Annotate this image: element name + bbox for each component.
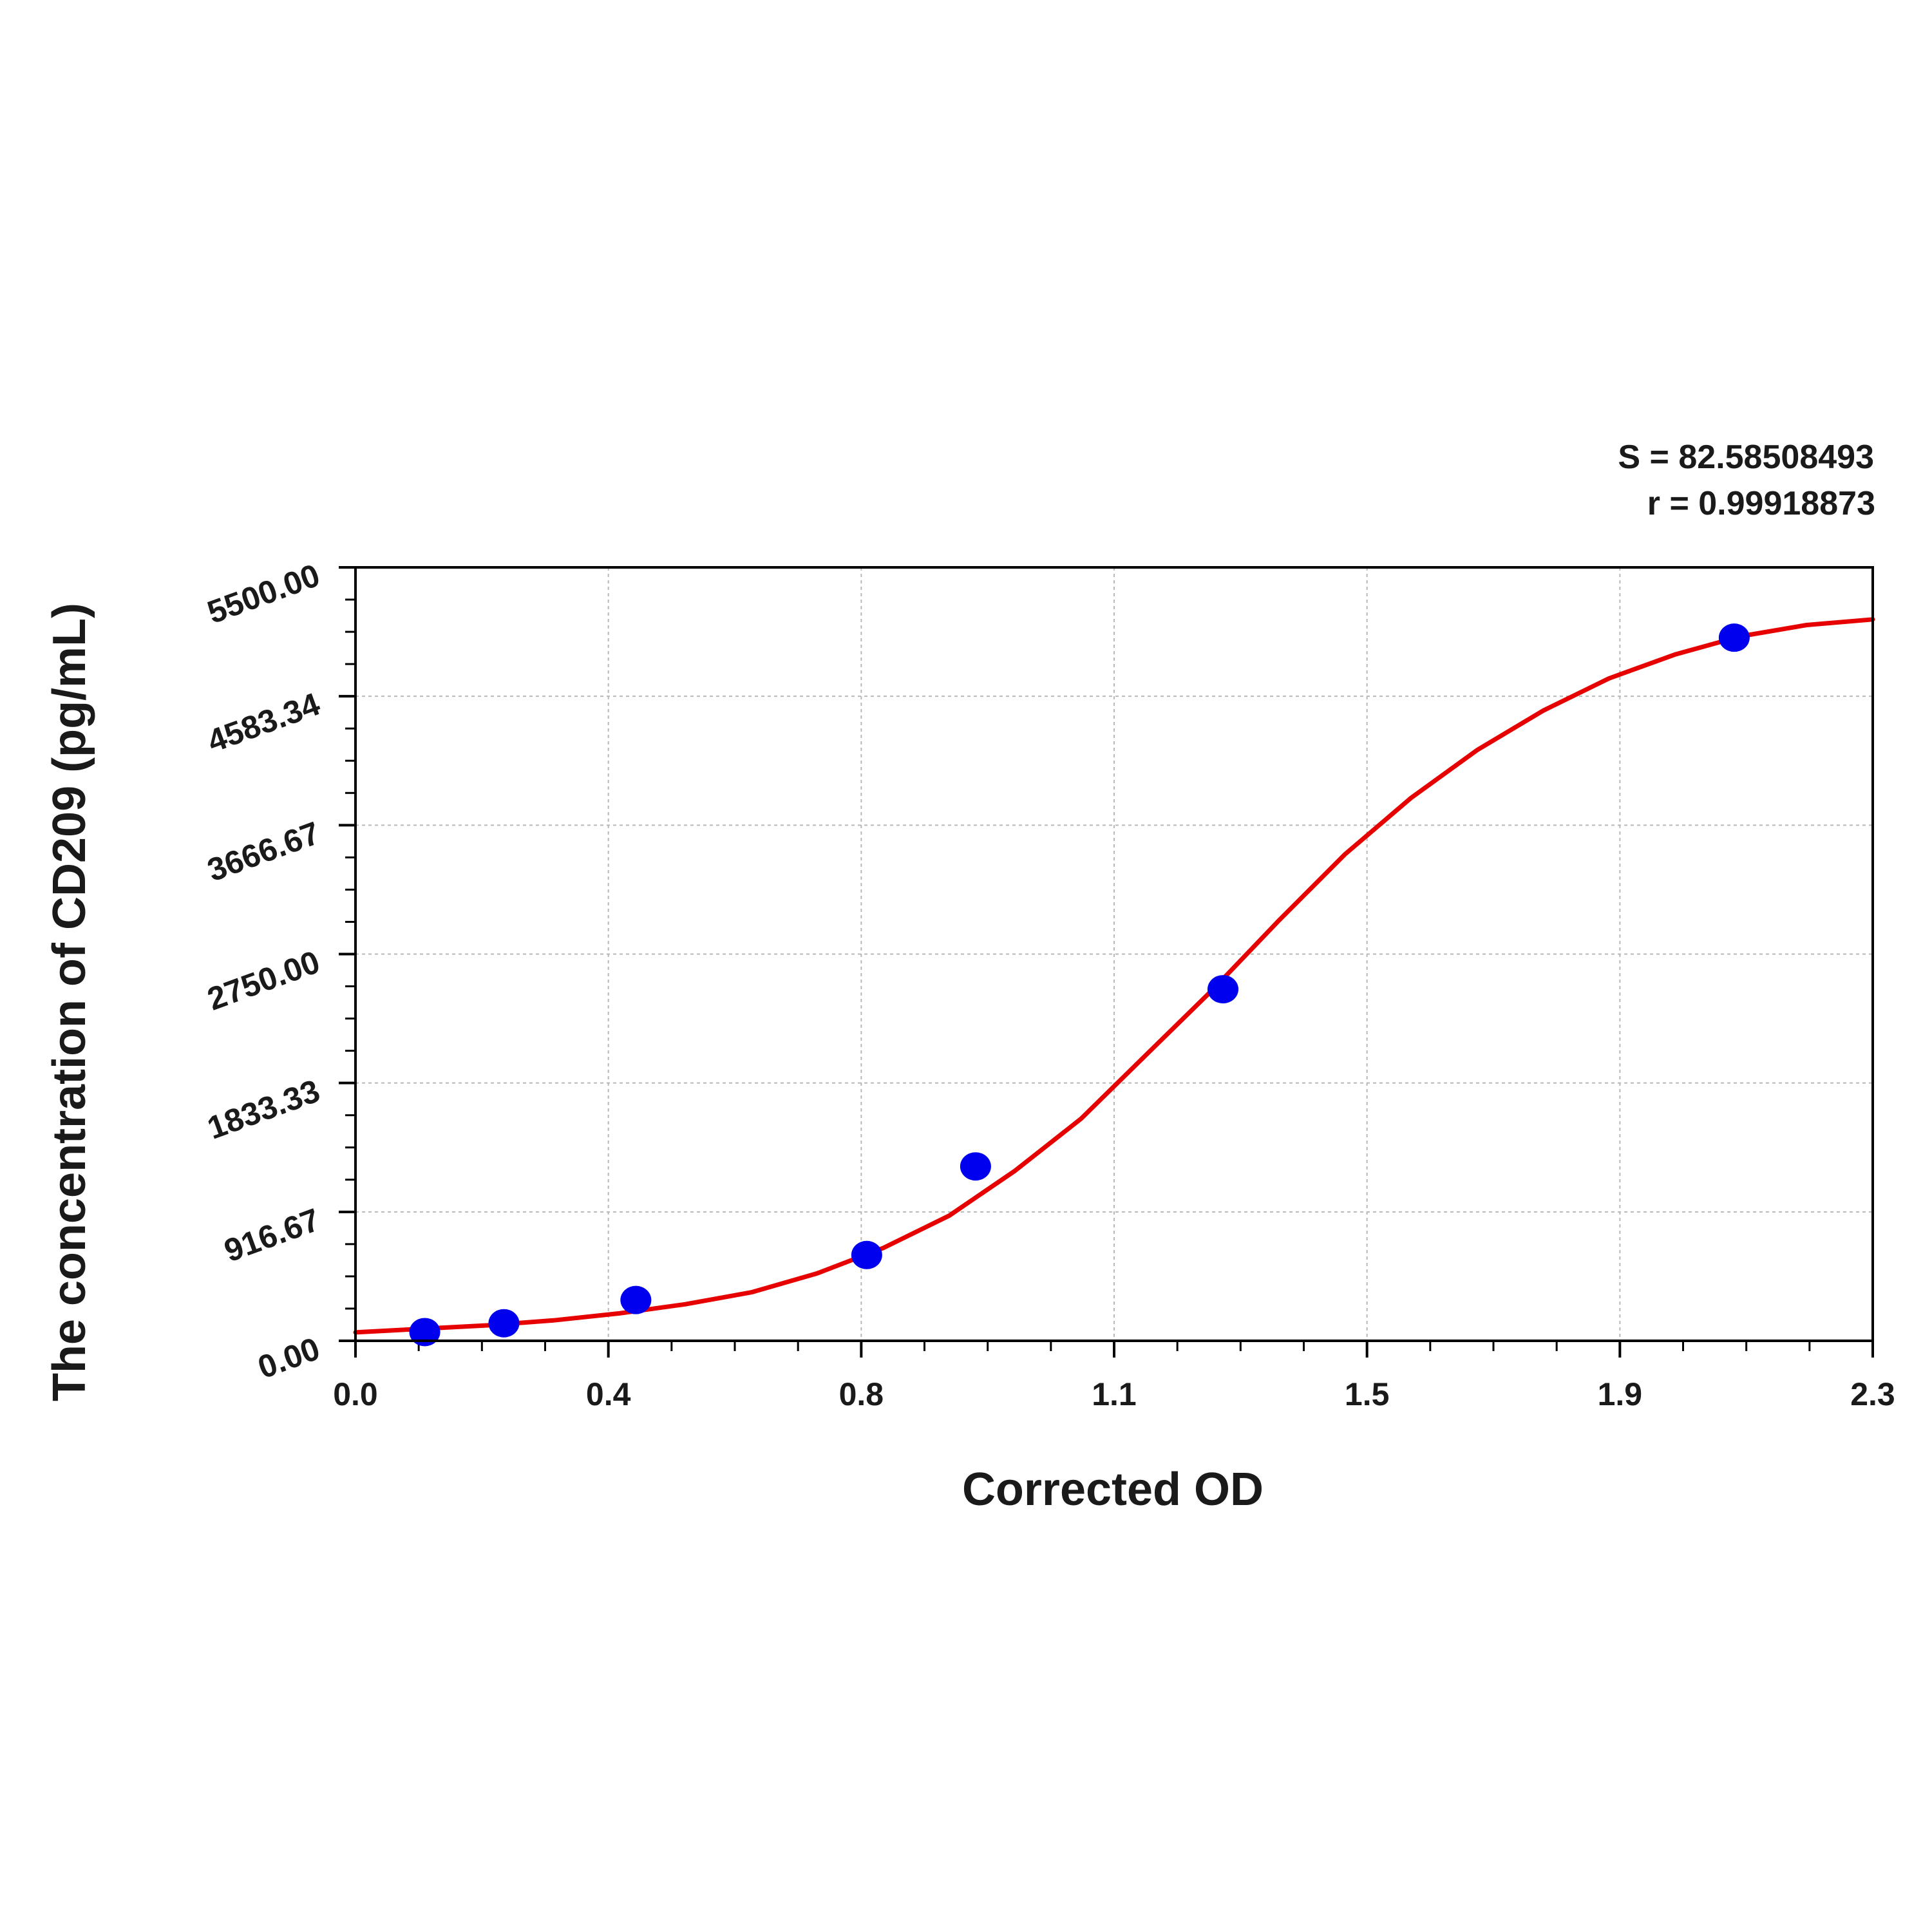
y-tick-label: 4583.34: [203, 686, 325, 760]
y-axis-title: The concentration of CD209 (pg/mL): [44, 603, 95, 1401]
fit-r-annotation: r = 0.99918873: [1647, 485, 1875, 522]
x-tick-label: 1.1: [1092, 1376, 1137, 1412]
x-tick-label: 1.5: [1345, 1376, 1390, 1412]
x-tick-labels: 0.0 0.4 0.8 1.1 1.5 1.9 2.3: [333, 1376, 1895, 1412]
x-axis-title: Corrected OD: [962, 1464, 1264, 1515]
x-tick-label: 0.4: [586, 1376, 631, 1412]
y-tick-label: 0.00: [253, 1331, 325, 1386]
x-tick-label: 1.9: [1598, 1376, 1643, 1412]
data-point: [620, 1285, 652, 1314]
data-points-layer: [409, 623, 1750, 1347]
fitted-curve: [353, 617, 1875, 1335]
fitted-curve-layer: [353, 617, 1875, 1335]
plot-frame: [354, 566, 1874, 1342]
data-point: [1208, 975, 1239, 1004]
x-tick-label: 0.8: [839, 1376, 884, 1412]
minor-ticks: [345, 598, 1811, 1351]
y-tick-label: 5500.00: [203, 557, 325, 630]
data-point: [960, 1152, 991, 1181]
y-tick-label: 3666.67: [203, 815, 325, 888]
grid-lines: [355, 567, 1873, 1341]
data-point: [1718, 623, 1750, 652]
x-tick-label: 0.0: [333, 1376, 378, 1412]
y-tick-label: 1833.33: [203, 1072, 325, 1146]
data-point: [851, 1240, 882, 1269]
x-tick-label: 2.3: [1850, 1376, 1895, 1412]
y-tick-label: 2750.00: [203, 943, 325, 1017]
data-point: [488, 1309, 520, 1338]
major-ticks: [339, 566, 1874, 1358]
data-point: [409, 1318, 440, 1347]
fit-s-annotation: S = 82.58508493: [1618, 439, 1874, 476]
y-tick-label: 916.67: [220, 1202, 325, 1269]
y-tick-labels: 0.00 916.67 1833.33 2750.00 3666.67 4583.34 55…: [203, 557, 325, 1386]
